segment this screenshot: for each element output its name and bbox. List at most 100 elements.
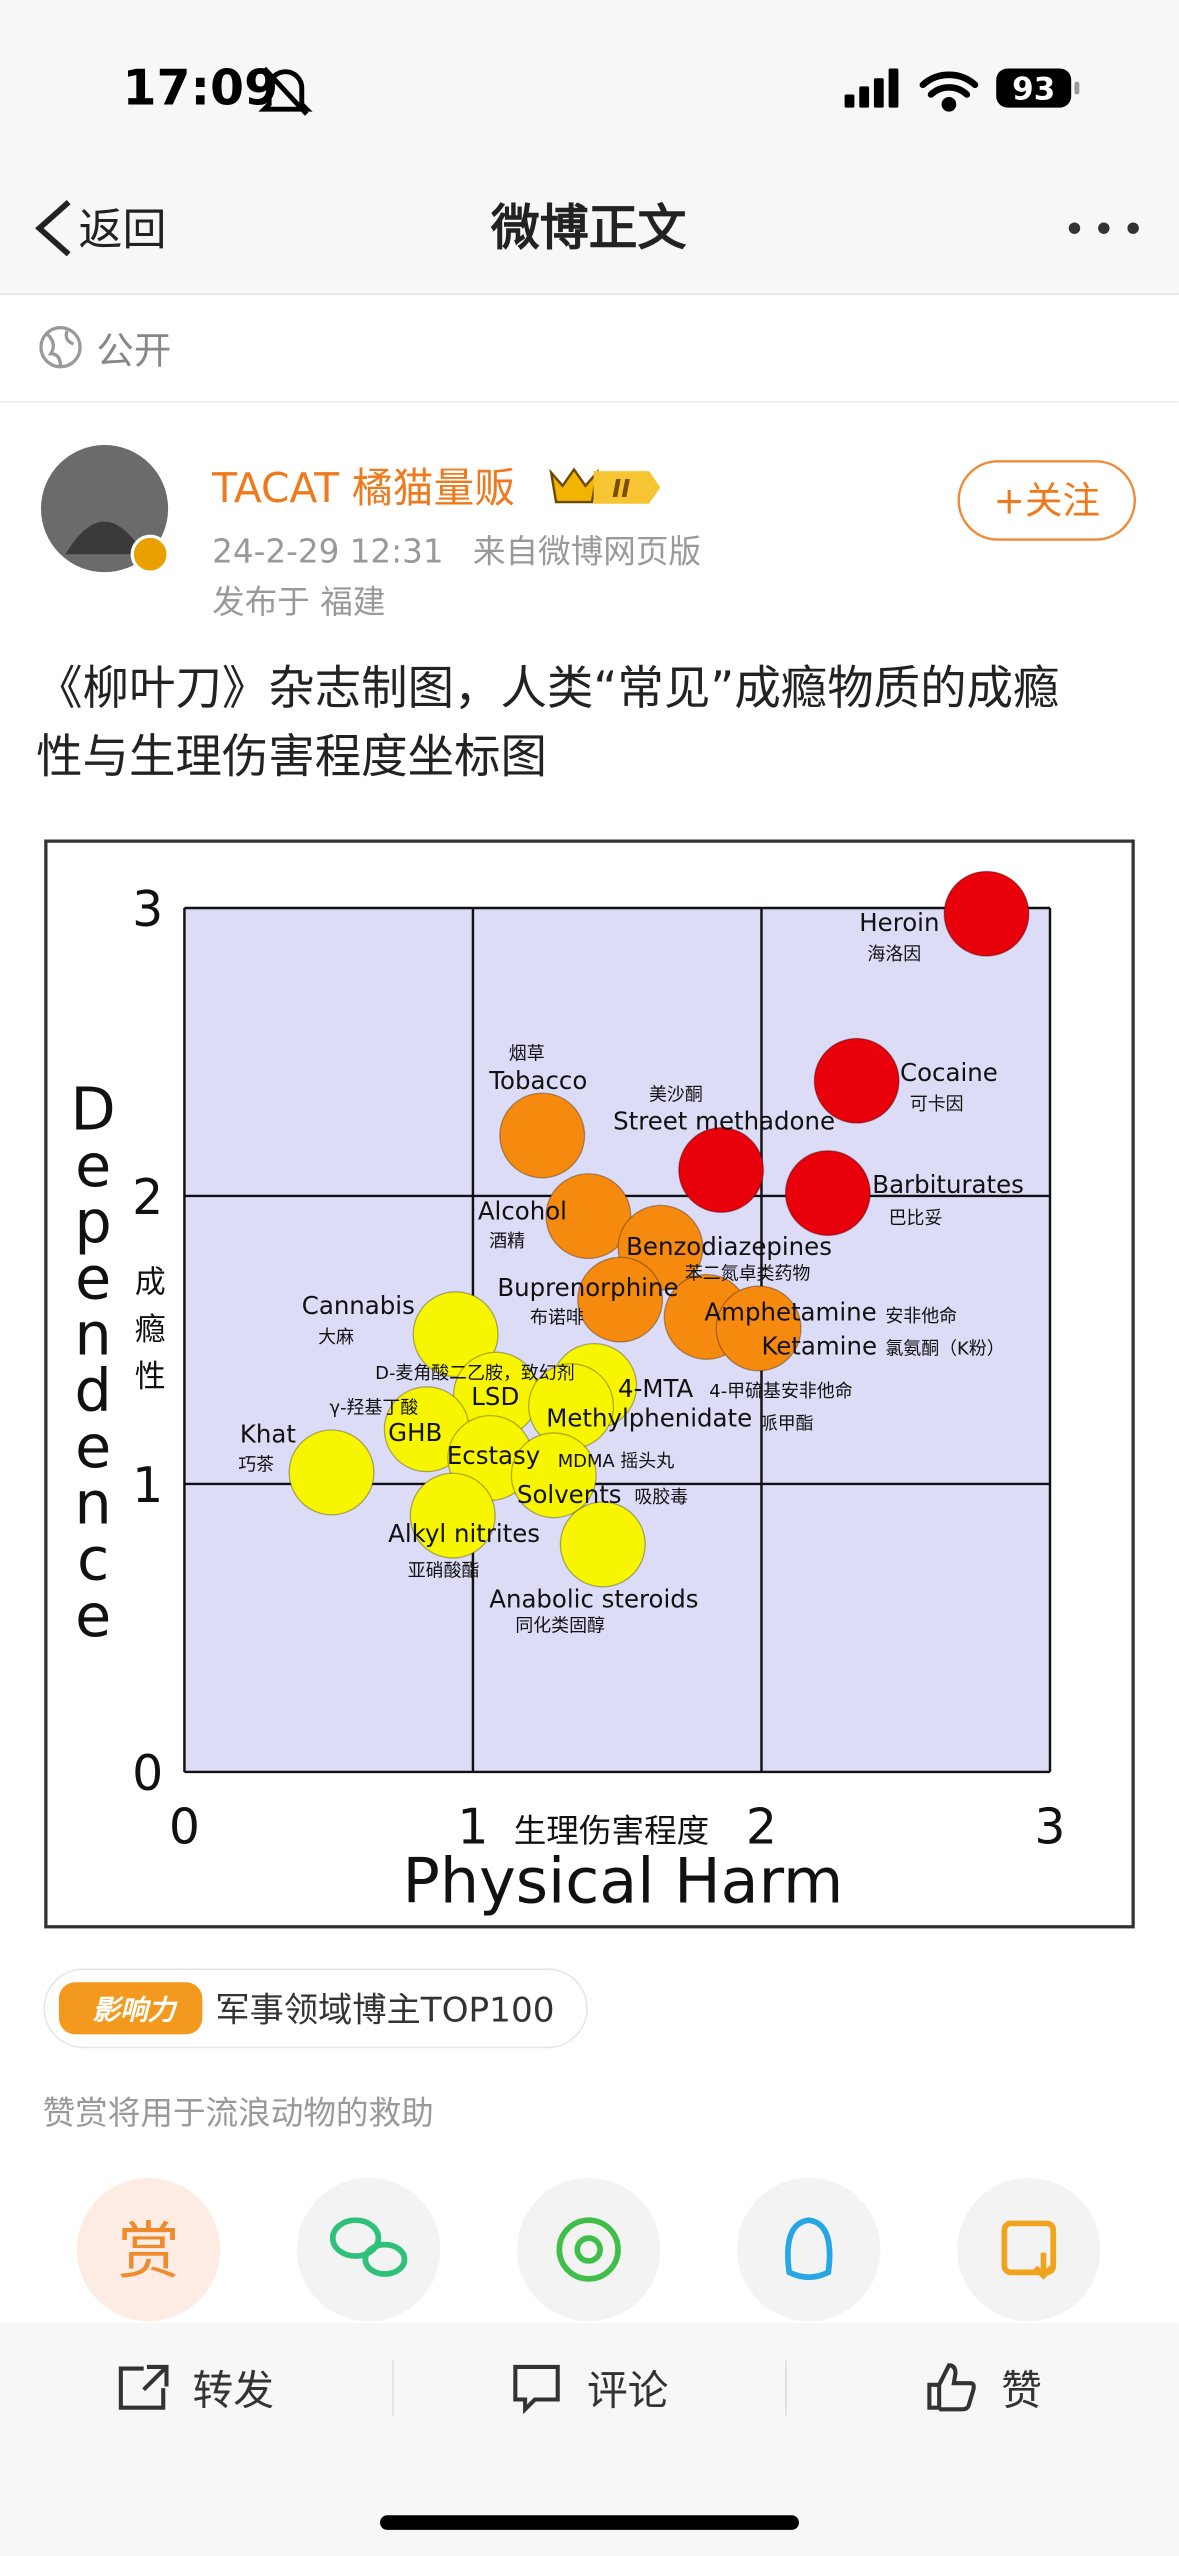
repost-button[interactable]: 转发 [193, 2366, 275, 2414]
battery-level: 93 [1012, 71, 1055, 107]
point-label: Solvents [517, 1480, 622, 1509]
point-label: Ecstasy [447, 1441, 540, 1470]
moments-share[interactable] [516, 2177, 661, 2322]
avatar-figure [65, 521, 144, 555]
back-button[interactable]: 返回 [78, 205, 166, 256]
globe-icon [39, 326, 82, 369]
y-tick-label: 2 [132, 1169, 163, 1226]
bubble [559, 1501, 646, 1588]
point-label-cn: 酒精 [489, 1231, 525, 1252]
bubble [943, 870, 1030, 957]
post-location: 发布于 福建 [212, 583, 385, 621]
wechat-icon [329, 2217, 408, 2277]
battery [996, 68, 1072, 108]
comment-icon [513, 2364, 560, 2415]
point-label: Street methadone [613, 1107, 835, 1136]
qq-share[interactable] [737, 2177, 881, 2322]
battery-tip [1074, 81, 1080, 95]
visibility: 公开 [96, 329, 171, 373]
point-label: Cannabis [302, 1291, 415, 1320]
follow-button[interactable] [957, 460, 1136, 541]
crown-icon [549, 467, 599, 504]
moments-icon [556, 2217, 621, 2282]
point-label: GHB [388, 1418, 442, 1447]
point-label: Alkyl nitrites [388, 1519, 540, 1548]
author-name[interactable]: TACAT 橘猫量贩 [211, 464, 515, 512]
influence-badge [58, 1982, 203, 2035]
point-label: Khat [240, 1420, 296, 1449]
y-tick-label: 0 [132, 1745, 163, 1802]
avatar[interactable] [40, 445, 169, 573]
point-label: Barbiturates [872, 1170, 1024, 1199]
level-text: II [612, 474, 630, 503]
point-label: Ketamine [761, 1332, 877, 1361]
level-badge [593, 471, 661, 504]
nav-title: 微博正文 [490, 200, 687, 257]
wifi-icon [919, 71, 979, 112]
point-label-cn: 烟草 [509, 1044, 545, 1065]
point-label: Heroin [859, 908, 939, 937]
bubble [813, 1037, 900, 1124]
point-label-cn: 哌甲酯 [760, 1414, 814, 1435]
point-label-cn: 亚硝酸酯 [408, 1560, 480, 1581]
point-label: Buprenorphine [497, 1273, 678, 1302]
x-tick-label: 1 [457, 1799, 488, 1856]
reward-button[interactable] [76, 2177, 221, 2322]
post-text: 《柳叶刀》杂志制图，人类“常见”成瘾物质的成瘾 [36, 661, 1059, 715]
bubble [678, 1126, 765, 1214]
x-tick-label: 0 [169, 1799, 200, 1856]
like-button[interactable]: 赞 [1001, 2366, 1042, 2414]
save-image[interactable] [957, 2177, 1101, 2322]
back-icon[interactable] [35, 200, 71, 257]
point-label-cn: 大麻 [318, 1327, 354, 1348]
influence-badge-text: 影响力 [92, 1994, 178, 2027]
y-tick-label: 1 [132, 1457, 163, 1514]
reward-icon[interactable]: 赏 [118, 2215, 180, 2287]
follow-text[interactable]: +关注 [994, 478, 1100, 522]
y-tick-label: 3 [132, 881, 163, 938]
comment-button[interactable]: 评论 [587, 2366, 669, 2414]
home-indicator [380, 2515, 799, 2530]
bubble [499, 1092, 586, 1179]
signal-icon [844, 68, 899, 108]
point-label-cn: 巧茶 [238, 1454, 274, 1475]
qq-icon [785, 2217, 833, 2281]
point-label-cn: 4-甲硫基安非他命 [709, 1381, 852, 1402]
post-text: 性与生理伤害程度坐标图 [36, 730, 547, 784]
point-label: Cocaine [900, 1058, 998, 1087]
reward-note: 赞赏将用于流浪动物的救助 [43, 2094, 434, 2132]
point-label-cn: 氯氨酮（K粉） [885, 1339, 1004, 1360]
point-label-cn: 同化类固醇 [515, 1616, 605, 1637]
point-label-cn: 可卡因 [910, 1094, 964, 1115]
bubble [510, 1432, 597, 1519]
more-button[interactable] [1068, 222, 1139, 234]
point-label-cn: 安非他命 [885, 1306, 957, 1327]
bubble [577, 1256, 664, 1343]
bubble [784, 1150, 871, 1237]
point-label-cn: γ-羟基丁酸 [329, 1397, 418, 1418]
point-label: Tobacco [488, 1066, 587, 1095]
post-time: 24-2-29 12:31 [212, 532, 443, 570]
clock: 17:09 [122, 59, 278, 116]
point-label: Methylphenidate [546, 1403, 752, 1432]
point-label-cn: 巴比妥 [889, 1208, 943, 1229]
bubble [715, 1285, 802, 1372]
x-axis-title: Physical Harm [402, 1845, 843, 1917]
repost-icon [118, 2364, 169, 2410]
point-label-cn: 苯二氮卓类药物 [685, 1264, 811, 1285]
point-label: Benzodiazepines [626, 1232, 832, 1261]
point-label: Alcohol [478, 1196, 567, 1225]
x-tick-label: 3 [1034, 1799, 1065, 1856]
header-bg [0, 0, 1179, 294]
y-axis-title-cn: 成瘾性 [135, 1265, 166, 1396]
bubble [409, 1472, 496, 1559]
verified-badge [130, 534, 170, 574]
mute-icon [258, 66, 313, 116]
x-tick-label: 2 [746, 1799, 777, 1856]
save-icon [1001, 2220, 1057, 2280]
point-label: Amphetamine [704, 1297, 876, 1326]
like-icon [927, 2363, 976, 2412]
